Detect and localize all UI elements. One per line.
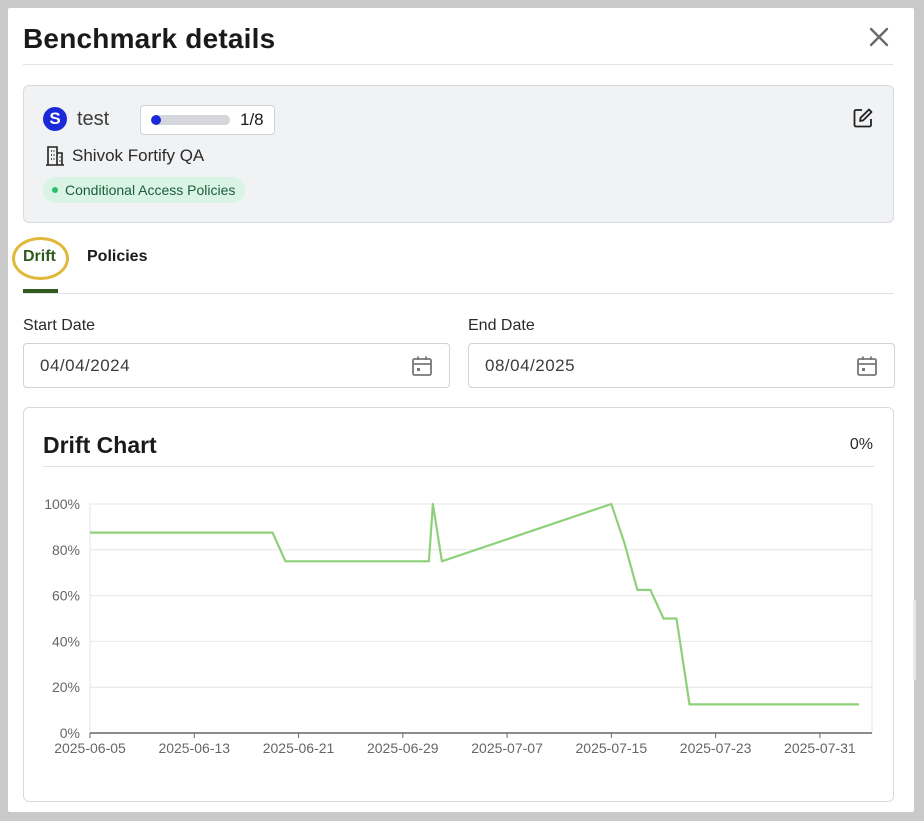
start-date-label: Start Date	[23, 317, 96, 334]
benchmark-summary-card: S test 1/8 Shivok Fortify QA Conditional…	[23, 85, 894, 223]
tab-highlight-annotation	[12, 237, 69, 280]
y-tick-label: 40%	[52, 633, 80, 649]
start-date-value: 04/04/2024	[40, 356, 131, 375]
x-tick-label: 2025-07-15	[576, 740, 648, 756]
tag-dot-icon	[52, 187, 58, 193]
tab-policies[interactable]: Policies	[87, 248, 148, 265]
y-tick-label: 20%	[52, 679, 80, 695]
x-tick-label: 2025-07-31	[784, 740, 856, 756]
close-icon[interactable]	[866, 24, 892, 50]
start-date-input[interactable]: 04/04/2024	[23, 343, 450, 388]
header-divider	[23, 64, 893, 65]
chart-divider	[43, 466, 874, 467]
benchmark-avatar: S	[43, 107, 67, 131]
progress-fill	[151, 115, 161, 125]
y-tick-label: 0%	[60, 725, 80, 741]
tabs-divider	[23, 293, 894, 294]
tag-label: Conditional Access Policies	[65, 182, 236, 198]
building-icon	[46, 146, 64, 166]
y-tick-label: 100%	[44, 496, 80, 512]
progress-track	[151, 115, 230, 125]
calendar-icon[interactable]	[411, 355, 433, 377]
chart-percent: 0%	[849, 436, 873, 453]
scrollbar[interactable]	[913, 600, 916, 680]
end-date-value: 08/04/2025	[485, 356, 576, 375]
edit-icon[interactable]	[852, 107, 874, 129]
plot-area	[89, 503, 873, 734]
drift-chart-card: Drift Chart 0% 0% 20% 40% 60% 80% 100% 2025-06…	[23, 407, 894, 802]
x-tick-label: 2025-06-29	[367, 740, 439, 756]
y-tick-label: 60%	[52, 588, 80, 604]
modal-title: Benchmark details	[23, 23, 276, 54]
y-tick-label: 80%	[52, 542, 80, 558]
end-date-label: End Date	[468, 317, 535, 334]
tenant-name: Shivok Fortify QA	[72, 146, 205, 165]
calendar-icon[interactable]	[856, 355, 878, 377]
benchmark-details-modal: Benchmark details S test 1/8 Shivok Fort…	[8, 8, 914, 812]
category-tag: Conditional Access Policies	[43, 177, 246, 203]
progress-count: 1/8	[240, 110, 264, 129]
chart-title: Drift Chart	[43, 432, 157, 458]
benchmark-name: test	[77, 108, 110, 130]
drift-series-line	[90, 502, 859, 706]
x-tick-label: 2025-06-13	[158, 740, 230, 756]
x-tick-label: 2025-07-07	[471, 740, 543, 756]
drift-line-chart: 0% 20% 40% 60% 80% 100% 2025-06-05 2025-06-13 20…	[44, 496, 873, 756]
x-tick-label: 2025-06-05	[54, 740, 126, 756]
end-date-input[interactable]: 08/04/2025	[468, 343, 895, 388]
progress-indicator: 1/8	[140, 105, 275, 135]
active-tab-indicator	[23, 289, 58, 293]
tab-drift[interactable]: Drift	[23, 248, 56, 265]
x-tick-label: 2025-06-21	[263, 740, 335, 756]
x-tick-label: 2025-07-23	[680, 740, 752, 756]
